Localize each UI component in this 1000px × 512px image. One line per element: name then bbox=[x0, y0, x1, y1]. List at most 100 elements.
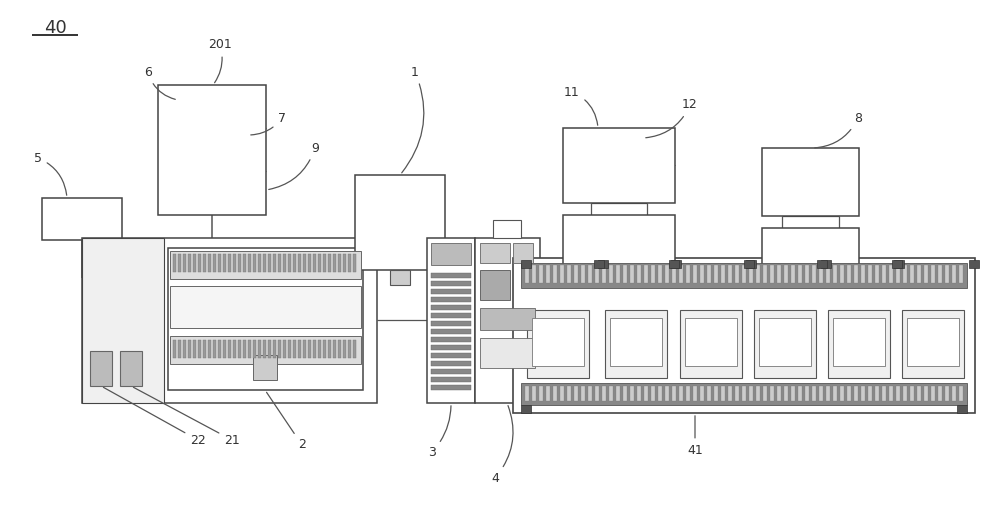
Bar bbox=[840, 386, 844, 401]
Bar bbox=[253, 340, 256, 358]
Bar bbox=[671, 260, 681, 268]
Text: 6: 6 bbox=[144, 66, 175, 99]
Text: 8: 8 bbox=[815, 112, 862, 148]
Bar bbox=[630, 265, 634, 283]
Bar bbox=[268, 254, 271, 272]
Bar bbox=[902, 310, 964, 378]
Bar bbox=[821, 260, 831, 268]
Bar bbox=[328, 254, 331, 272]
Bar bbox=[248, 340, 251, 358]
Bar bbox=[588, 265, 592, 283]
Bar bbox=[924, 265, 928, 283]
Bar bbox=[581, 265, 585, 283]
Bar bbox=[348, 254, 351, 272]
Bar bbox=[903, 386, 907, 401]
Bar bbox=[602, 386, 606, 401]
Bar bbox=[959, 265, 963, 283]
Bar bbox=[193, 340, 196, 358]
Bar bbox=[907, 318, 959, 366]
Bar bbox=[833, 386, 837, 401]
Text: 12: 12 bbox=[646, 98, 698, 138]
Bar bbox=[861, 386, 865, 401]
Bar bbox=[431, 305, 471, 310]
Bar bbox=[588, 386, 592, 401]
Bar bbox=[173, 340, 176, 358]
Bar bbox=[896, 386, 900, 401]
Bar bbox=[431, 329, 471, 334]
Bar bbox=[791, 265, 795, 283]
Bar bbox=[763, 265, 767, 283]
Bar bbox=[431, 353, 471, 358]
Bar bbox=[938, 386, 942, 401]
Bar bbox=[431, 297, 471, 302]
Bar bbox=[609, 265, 613, 283]
Text: 1: 1 bbox=[402, 66, 424, 173]
Bar bbox=[293, 340, 296, 358]
Bar bbox=[892, 260, 902, 268]
Bar bbox=[721, 265, 725, 283]
Bar bbox=[910, 265, 914, 283]
Bar bbox=[198, 254, 201, 272]
Bar bbox=[742, 265, 746, 283]
Bar bbox=[168, 248, 363, 390]
Bar bbox=[798, 386, 802, 401]
Bar bbox=[672, 265, 676, 283]
Bar bbox=[355, 175, 445, 270]
Bar bbox=[208, 340, 211, 358]
Bar bbox=[560, 265, 564, 283]
Bar bbox=[707, 386, 711, 401]
Bar bbox=[243, 254, 246, 272]
Text: 9: 9 bbox=[269, 141, 319, 189]
Bar bbox=[431, 345, 471, 350]
Bar bbox=[431, 361, 471, 366]
Bar bbox=[298, 340, 301, 358]
Bar bbox=[749, 265, 753, 283]
Bar bbox=[431, 385, 471, 390]
Text: 21: 21 bbox=[133, 387, 240, 446]
Bar bbox=[431, 369, 471, 374]
Bar bbox=[427, 238, 475, 403]
Bar bbox=[328, 340, 331, 358]
Bar bbox=[817, 260, 827, 268]
Text: 22: 22 bbox=[103, 388, 206, 446]
Bar bbox=[263, 340, 266, 358]
Bar bbox=[567, 386, 571, 401]
Bar bbox=[798, 265, 802, 283]
Bar bbox=[952, 265, 956, 283]
Bar bbox=[323, 254, 326, 272]
Bar bbox=[721, 386, 725, 401]
Bar bbox=[693, 265, 697, 283]
Bar bbox=[527, 310, 589, 378]
Bar bbox=[563, 128, 675, 203]
Bar bbox=[686, 265, 690, 283]
Bar bbox=[679, 386, 683, 401]
Bar bbox=[637, 386, 641, 401]
Bar bbox=[303, 254, 306, 272]
Bar bbox=[278, 254, 281, 272]
Bar bbox=[532, 386, 536, 401]
Bar bbox=[735, 265, 739, 283]
Bar bbox=[480, 308, 535, 330]
Bar bbox=[680, 310, 742, 378]
Bar bbox=[609, 386, 613, 401]
Bar bbox=[826, 265, 830, 283]
Bar bbox=[288, 340, 291, 358]
Bar bbox=[728, 386, 732, 401]
Bar bbox=[735, 386, 739, 401]
Bar bbox=[945, 386, 949, 401]
Bar bbox=[170, 336, 361, 364]
Bar bbox=[348, 340, 351, 358]
Bar bbox=[525, 386, 529, 401]
Bar bbox=[595, 386, 599, 401]
Bar bbox=[917, 386, 921, 401]
Bar bbox=[784, 265, 788, 283]
Bar bbox=[882, 386, 886, 401]
Bar bbox=[658, 265, 662, 283]
Bar bbox=[868, 265, 872, 283]
Bar bbox=[303, 340, 306, 358]
Bar bbox=[749, 386, 753, 401]
Bar bbox=[158, 85, 266, 215]
Bar bbox=[338, 340, 341, 358]
Bar bbox=[183, 254, 186, 272]
Bar bbox=[931, 386, 935, 401]
